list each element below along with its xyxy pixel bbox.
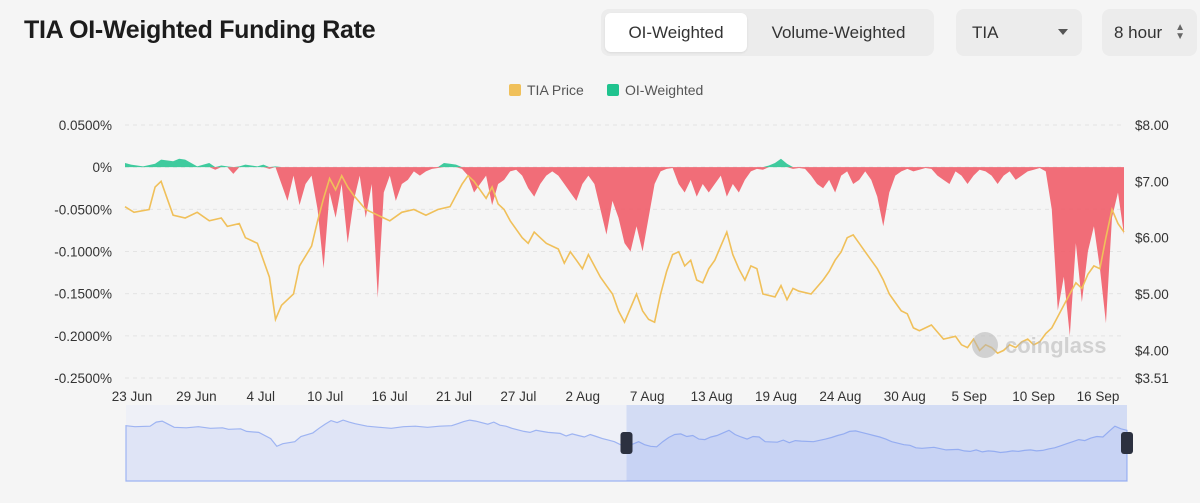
x-tick-label: 5 Sep bbox=[952, 389, 987, 404]
y-right-tick-label: $7.00 bbox=[1135, 174, 1169, 189]
legend-oi-label[interactable]: OI-Weighted bbox=[625, 82, 703, 98]
x-tick-label: 10 Sep bbox=[1012, 389, 1055, 404]
x-tick-label: 2 Aug bbox=[566, 389, 601, 404]
y-right-tick-label: $5.00 bbox=[1135, 287, 1169, 302]
funding-negative-area bbox=[125, 167, 1124, 336]
y-right-tick-label: $6.00 bbox=[1135, 231, 1169, 246]
watermark-text: coinglass bbox=[1005, 333, 1106, 358]
updown-chevron-icon: ▲ ▼ bbox=[1175, 22, 1185, 42]
x-tick-label: 16 Sep bbox=[1077, 389, 1120, 404]
chevron-down-icon bbox=[1058, 29, 1068, 35]
legend: TIA Price OI-Weighted bbox=[509, 82, 703, 98]
y-axis-left: 0.0500% 0% -0.0500% -0.1000% -0.1500% -0.2000… bbox=[54, 118, 112, 386]
y-left-tick-label: 0% bbox=[92, 160, 112, 175]
x-tick-label: 21 Jul bbox=[436, 389, 472, 404]
funding-positive-area bbox=[125, 158, 1124, 168]
x-tick-label: 27 Jul bbox=[500, 389, 536, 404]
x-tick-label: 30 Aug bbox=[884, 389, 926, 404]
coinglass-watermark: coinglass bbox=[972, 332, 1106, 358]
x-tick-label: 7 Aug bbox=[630, 389, 665, 404]
funding-rate-chart[interactable]: TIA Price OI-Weighted 0.0500% 0% -0.0500% -… bbox=[0, 70, 1200, 503]
range-navigator[interactable] bbox=[125, 405, 1133, 482]
navigator-selection[interactable] bbox=[626, 405, 1128, 481]
grid-lines bbox=[125, 124, 1124, 379]
y-left-tick-label: -0.1000% bbox=[54, 245, 112, 260]
oi-weighted-tab[interactable]: OI-Weighted bbox=[605, 13, 747, 52]
weighting-toggle: OI-Weighted Volume-Weighted bbox=[601, 9, 934, 56]
legend-price-swatch bbox=[509, 84, 521, 96]
y-left-tick-label: -0.2000% bbox=[54, 329, 112, 344]
x-tick-label: 10 Jul bbox=[307, 389, 343, 404]
y-axis-right: $8.00 $7.00 $6.00 $5.00 $4.00 $3.51 bbox=[1135, 118, 1169, 386]
legend-price-label[interactable]: TIA Price bbox=[527, 82, 584, 98]
x-tick-label: 29 Jun bbox=[176, 389, 217, 404]
x-tick-label: 16 Jul bbox=[372, 389, 408, 404]
coin-select-value: TIA bbox=[972, 22, 999, 42]
y-left-tick-label: -0.1500% bbox=[54, 287, 112, 302]
x-tick-label: 19 Aug bbox=[755, 389, 797, 404]
y-left-tick-label: 0.0500% bbox=[59, 118, 112, 133]
coin-select[interactable]: TIA bbox=[956, 9, 1082, 56]
coinglass-logo-icon bbox=[972, 332, 998, 358]
x-tick-label: 13 Aug bbox=[691, 389, 733, 404]
x-tick-label: 4 Jul bbox=[247, 389, 276, 404]
y-right-tick-label: $8.00 bbox=[1135, 118, 1169, 133]
x-tick-label: 24 Aug bbox=[819, 389, 861, 404]
x-axis: 23 Jun 29 Jun 4 Jul 10 Jul 16 Jul 21 Jul 27 Ju… bbox=[112, 389, 1120, 404]
navigator-handle-right[interactable] bbox=[1121, 432, 1133, 454]
volume-weighted-tab[interactable]: Volume-Weighted bbox=[771, 22, 906, 42]
y-left-tick-label: -0.0500% bbox=[54, 202, 112, 217]
y-right-tick-label: $3.51 bbox=[1135, 371, 1169, 386]
page-title: TIA OI-Weighted Funding Rate bbox=[24, 16, 376, 44]
y-left-tick-label: -0.2500% bbox=[54, 371, 112, 386]
navigator-handle-left[interactable] bbox=[620, 432, 633, 454]
x-tick-label: 23 Jun bbox=[112, 389, 153, 404]
interval-select-value: 8 hour bbox=[1114, 22, 1163, 42]
legend-oi-swatch bbox=[607, 84, 619, 96]
y-right-tick-label: $4.00 bbox=[1135, 343, 1169, 358]
interval-select[interactable]: 8 hour ▲ ▼ bbox=[1102, 9, 1197, 56]
